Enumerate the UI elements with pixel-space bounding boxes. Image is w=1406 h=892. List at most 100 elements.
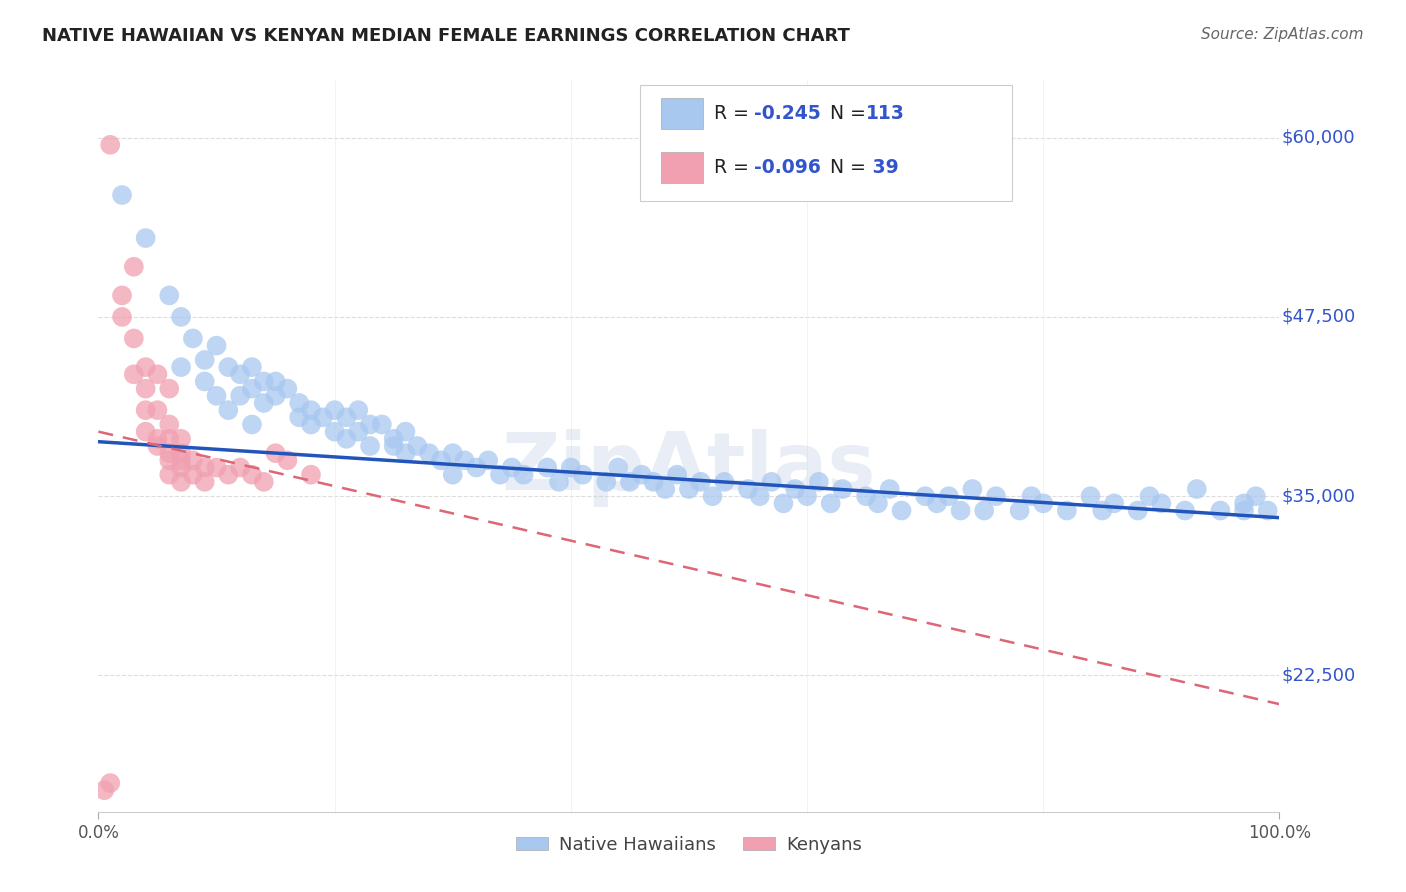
- Point: [157, 453, 180, 467]
- Point: [157, 432, 180, 446]
- Point: [217, 467, 239, 482]
- Point: [1174, 503, 1197, 517]
- Point: [146, 432, 169, 446]
- Point: [146, 439, 169, 453]
- Point: [181, 331, 204, 345]
- Point: [170, 460, 193, 475]
- Text: $60,000: $60,000: [1282, 128, 1355, 146]
- Point: [654, 482, 676, 496]
- Point: [170, 446, 193, 460]
- Point: [702, 489, 724, 503]
- Point: [1126, 503, 1149, 517]
- Point: [382, 439, 405, 453]
- Point: [748, 489, 770, 503]
- Point: [394, 446, 416, 460]
- Point: [135, 231, 157, 245]
- Text: N =: N =: [830, 103, 872, 123]
- Point: [430, 453, 453, 467]
- Point: [122, 368, 145, 382]
- Text: $35,000: $35,000: [1282, 487, 1355, 505]
- Point: [181, 467, 204, 482]
- Point: [335, 410, 357, 425]
- Point: [1056, 503, 1078, 517]
- Point: [276, 453, 298, 467]
- Point: [1080, 489, 1102, 503]
- Point: [111, 310, 134, 324]
- Point: [772, 496, 794, 510]
- Point: [536, 460, 558, 475]
- Point: [111, 288, 134, 302]
- Point: [1021, 489, 1043, 503]
- Point: [170, 432, 193, 446]
- Point: [135, 403, 157, 417]
- Point: [253, 396, 276, 410]
- Point: [323, 403, 346, 417]
- Point: [240, 467, 263, 482]
- Point: [607, 460, 630, 475]
- Point: [689, 475, 711, 489]
- Point: [194, 460, 217, 475]
- Point: [264, 446, 287, 460]
- Text: R =: R =: [714, 103, 755, 123]
- Point: [229, 460, 252, 475]
- Point: [666, 467, 689, 482]
- Text: NATIVE HAWAIIAN VS KENYAN MEDIAN FEMALE EARNINGS CORRELATION CHART: NATIVE HAWAIIAN VS KENYAN MEDIAN FEMALE …: [42, 27, 851, 45]
- Point: [890, 503, 912, 517]
- Point: [643, 475, 665, 489]
- Point: [1150, 496, 1173, 510]
- Point: [678, 482, 700, 496]
- Point: [489, 467, 512, 482]
- Point: [382, 432, 405, 446]
- Point: [170, 360, 193, 375]
- Point: [796, 489, 818, 503]
- Point: [477, 453, 499, 467]
- Point: [135, 425, 157, 439]
- Point: [962, 482, 984, 496]
- Point: [441, 446, 464, 460]
- Point: [157, 382, 180, 396]
- Point: [253, 375, 276, 389]
- Point: [146, 403, 169, 417]
- Legend: Native Hawaiians, Kenyans: Native Hawaiians, Kenyans: [509, 829, 869, 861]
- Point: [170, 310, 193, 324]
- Point: [595, 475, 617, 489]
- Point: [157, 467, 180, 482]
- Point: [1185, 482, 1208, 496]
- Text: 39: 39: [866, 158, 898, 178]
- Point: [560, 460, 582, 475]
- Point: [548, 475, 571, 489]
- Point: [253, 475, 276, 489]
- Point: [713, 475, 735, 489]
- Point: [205, 338, 228, 352]
- Point: [98, 137, 121, 152]
- Point: [288, 396, 311, 410]
- Text: Source: ZipAtlas.com: Source: ZipAtlas.com: [1201, 27, 1364, 42]
- Text: -0.245: -0.245: [754, 103, 820, 123]
- Point: [1244, 489, 1267, 503]
- Point: [312, 410, 335, 425]
- Point: [229, 389, 252, 403]
- Point: [359, 417, 381, 432]
- Point: [1233, 496, 1256, 510]
- Point: [323, 425, 346, 439]
- Point: [1257, 503, 1279, 517]
- Point: [1102, 496, 1125, 510]
- Point: [135, 360, 157, 375]
- Point: [1209, 503, 1232, 517]
- Point: [630, 467, 652, 482]
- Point: [938, 489, 960, 503]
- Point: [146, 368, 169, 382]
- Point: [347, 403, 370, 417]
- Point: [465, 460, 488, 475]
- Point: [170, 453, 193, 467]
- Point: [335, 432, 357, 446]
- Point: [855, 489, 877, 503]
- Point: [181, 453, 204, 467]
- Point: [299, 417, 322, 432]
- Point: [217, 403, 239, 417]
- Point: [914, 489, 936, 503]
- Text: N =: N =: [830, 158, 872, 178]
- Point: [1233, 503, 1256, 517]
- Point: [501, 460, 523, 475]
- Point: [98, 776, 121, 790]
